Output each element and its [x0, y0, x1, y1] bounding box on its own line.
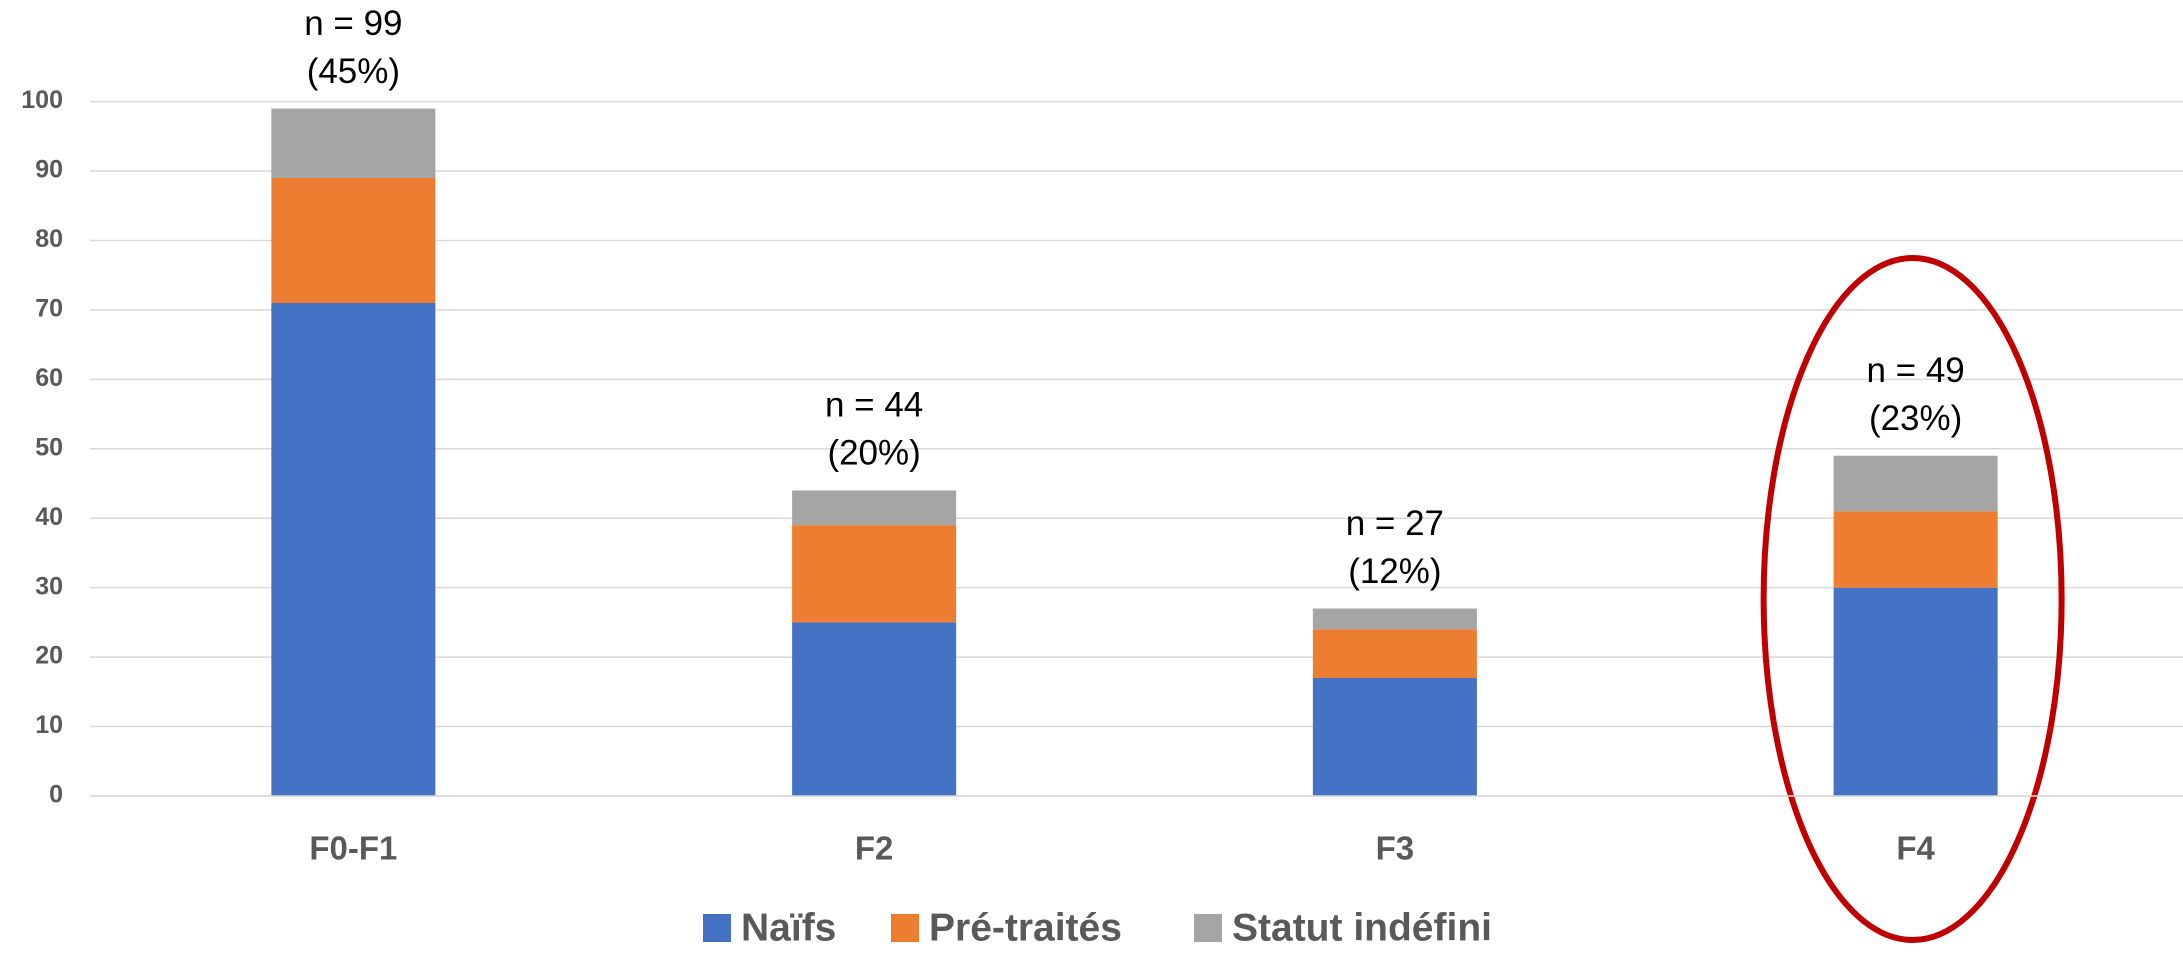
- y-tick-label: 0: [49, 781, 63, 809]
- bar-segment: [1312, 629, 1477, 678]
- y-tick-label: 80: [35, 225, 63, 253]
- legend-label: Statut indéfini: [1232, 906, 1492, 949]
- bar-segment: [1833, 455, 1998, 512]
- y-tick-label: 100: [21, 86, 63, 114]
- total-label: n = 27: [1346, 504, 1444, 543]
- bar-segment: [1312, 677, 1477, 796]
- y-tick-label: 70: [35, 295, 63, 323]
- share-label: (23%): [1869, 399, 1962, 438]
- x-tick-label: F0-F1: [309, 830, 397, 867]
- highlight-ellipse: [1760, 255, 2065, 943]
- x-tick-label: F4: [1896, 830, 1935, 867]
- bar-segment: [792, 525, 957, 623]
- y-tick-label: 30: [35, 572, 63, 600]
- total-label: n = 44: [825, 386, 923, 425]
- total-label: n = 49: [1866, 351, 1964, 390]
- share-label: (20%): [827, 434, 920, 473]
- bar-segment: [1833, 587, 1998, 796]
- y-tick-label: 60: [35, 364, 63, 392]
- y-tick-label: 20: [35, 642, 63, 670]
- x-tick-label: F3: [1376, 830, 1415, 867]
- y-tick-label: 90: [35, 156, 63, 184]
- y-tick-label: 50: [35, 433, 63, 461]
- bar-segment: [271, 302, 436, 796]
- bar-segment: [1312, 608, 1477, 630]
- x-tick-label: F2: [855, 830, 894, 867]
- legend-label: Pré-traités: [929, 906, 1122, 949]
- share-label: (45%): [307, 52, 400, 91]
- bar-segment: [271, 177, 436, 303]
- bar-segment: [792, 490, 957, 526]
- y-tick-label: 40: [35, 503, 63, 531]
- bar-segment: [792, 622, 957, 796]
- bar-segment: [271, 108, 436, 178]
- y-tick-label: 10: [35, 711, 63, 739]
- legend-swatch: [1194, 914, 1222, 942]
- legend-swatch: [891, 914, 919, 942]
- legend-swatch: [703, 914, 731, 942]
- legend-label: Naïfs: [741, 906, 836, 949]
- bar-segment: [1833, 511, 1998, 588]
- share-label: (12%): [1348, 552, 1441, 591]
- total-label: n = 99: [304, 4, 402, 43]
